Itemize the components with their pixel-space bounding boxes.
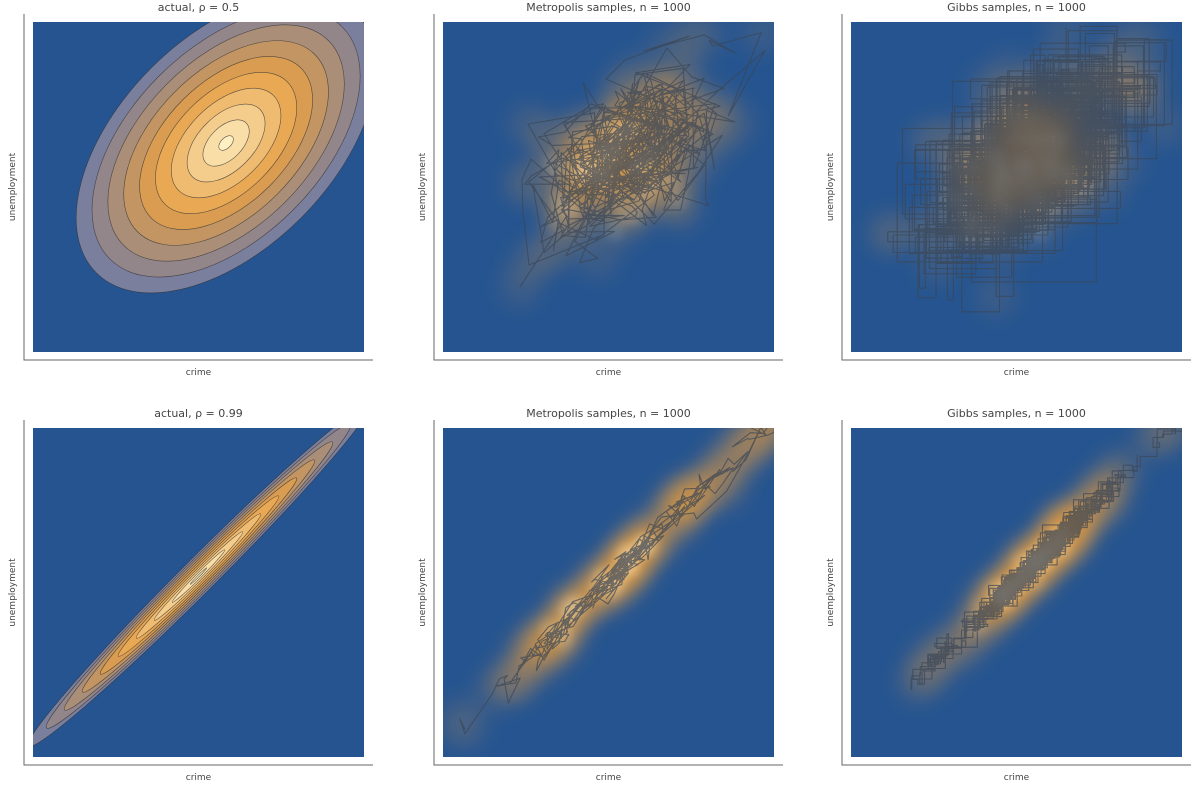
plot-body <box>443 385 806 752</box>
x-axis-label: crime <box>596 773 622 783</box>
chart-title: actual, ρ = 0.99 <box>154 407 243 420</box>
density-blob <box>443 696 482 741</box>
density-blob <box>762 385 806 429</box>
density-blob <box>739 22 774 55</box>
plot-body <box>895 428 1182 707</box>
chart-title: actual, ρ = 0.5 <box>158 1 240 14</box>
chart-panel-6: Gibbs samples, n = 1000 crime unemployment <box>826 407 1191 783</box>
x-axis-label: crime <box>186 368 212 378</box>
chart-title: Gibbs samples, n = 1000 <box>947 1 1086 14</box>
x-axis-label: crime <box>186 773 212 783</box>
panels-layer: actual, ρ = 0.5crimeunemploymentMetropol… <box>8 1 1191 783</box>
y-axis-label: unemployment <box>826 558 836 627</box>
plot-body <box>75 22 364 294</box>
x-axis-label: crime <box>1004 773 1030 783</box>
axes-frame <box>841 14 1191 361</box>
contour-level-10 <box>189 567 208 585</box>
axes-frame <box>841 420 1191 766</box>
sample-trace <box>910 428 1182 691</box>
y-axis-label: unemployment <box>418 152 428 221</box>
y-axis-label: unemployment <box>8 152 18 221</box>
sample-trace <box>459 428 774 735</box>
y-axis-label: unemployment <box>826 152 836 221</box>
chart-panel-2: Metropolis samples, n = 1000 crime unemplo… <box>418 1 783 378</box>
density-blob <box>762 385 806 429</box>
sample-trace <box>519 31 766 288</box>
contour-level-10 <box>218 135 234 151</box>
y-axis-label: unemployment <box>418 558 428 627</box>
chart-title: Metropolis samples, n = 1000 <box>526 1 691 14</box>
density-blob <box>682 22 727 57</box>
plot-body <box>497 22 774 310</box>
axes-frame <box>23 420 373 766</box>
plot-body <box>33 428 364 747</box>
plot-body <box>865 22 1182 319</box>
y-axis-label: unemployment <box>8 558 18 627</box>
axes-frame <box>433 14 783 361</box>
x-axis-label: crime <box>1004 368 1030 378</box>
sample-trace <box>887 25 1173 313</box>
x-axis-label: crime <box>596 368 622 378</box>
chart-title: Metropolis samples, n = 1000 <box>526 407 691 420</box>
chart-panel-3: Gibbs samples, n = 1000 crime unemployment <box>826 1 1191 378</box>
axes-frame <box>23 14 373 361</box>
chart-panel-4: actual, ρ = 0.99 crime unemployment <box>8 407 373 783</box>
chart-panel-5: Metropolis samples, n = 1000 crime unemplo… <box>418 385 806 783</box>
chart-title: Gibbs samples, n = 1000 <box>947 407 1086 420</box>
axes-frame <box>433 420 783 766</box>
chart-panel-1: actual, ρ = 0.5 crime unemployment <box>8 1 373 378</box>
